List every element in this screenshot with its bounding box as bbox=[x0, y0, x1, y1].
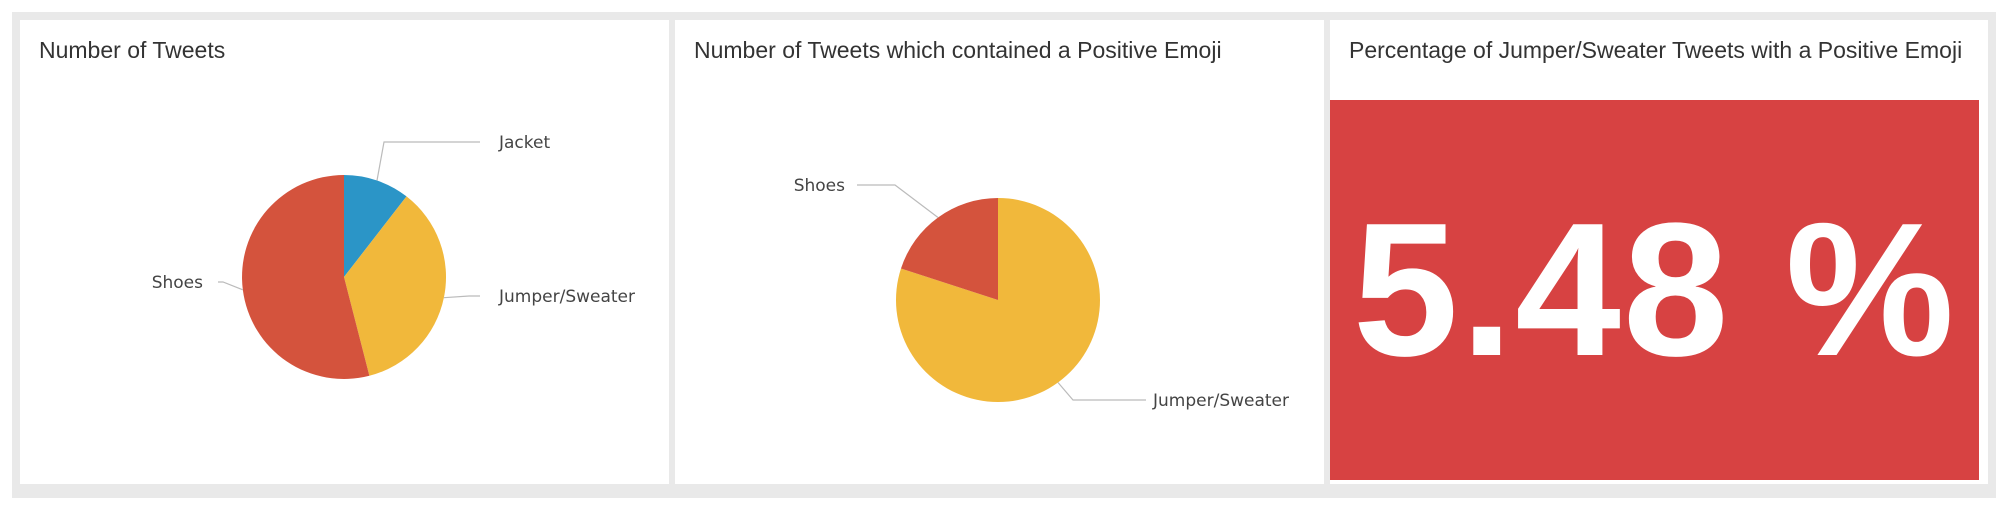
leader-line-jacket bbox=[376, 141, 480, 181]
pie-slice-jacket[interactable] bbox=[344, 174, 407, 277]
leader-line-jumper-sweater bbox=[1057, 382, 1146, 401]
slice-label-jumper-sweater: Jumper/Sweater bbox=[498, 287, 635, 307]
leader-line-shoes bbox=[857, 184, 939, 218]
slice-label-jumper-sweater: Jumper/Sweater bbox=[1152, 391, 1289, 411]
panel-positive-emoji-tweets: Number of Tweets which contained a Posit… bbox=[675, 20, 1324, 484]
panel-title: Number of Tweets bbox=[39, 37, 226, 63]
pie-chart-positive-emoji-tweets: Jumper/Sweater Shoes bbox=[794, 176, 1289, 411]
slice-label-jacket: Jacket bbox=[498, 133, 550, 153]
panel-title: Number of Tweets which contained a Posit… bbox=[694, 37, 1222, 63]
panel-jumper-percentage: Percentage of Jumper/Sweater Tweets with… bbox=[1330, 20, 1988, 484]
dashboard: Number of Tweets Jacket Jumper/Sweater Sho… bbox=[12, 12, 1996, 498]
leader-line-shoes bbox=[218, 281, 244, 291]
pie-slice-shoes[interactable] bbox=[242, 175, 370, 379]
pie-chart-number-of-tweets: Jacket Jumper/Sweater Shoes bbox=[152, 133, 635, 379]
kpi-value: 5.48 % bbox=[1352, 184, 1957, 396]
pie-slice-jumper-sweater[interactable] bbox=[344, 196, 447, 376]
panel-number-of-tweets: Number of Tweets Jacket Jumper/Sweater Sho… bbox=[20, 20, 669, 484]
leader-line-jumper-sweater bbox=[443, 295, 480, 299]
slice-label-shoes: Shoes bbox=[794, 176, 845, 196]
slice-label-shoes: Shoes bbox=[152, 273, 203, 293]
pie-slice-shoes[interactable] bbox=[900, 198, 998, 300]
panel-title: Percentage of Jumper/Sweater Tweets with… bbox=[1349, 37, 1963, 63]
pie-slice-jumper-sweater[interactable] bbox=[895, 198, 1100, 403]
kpi-tile: 5.48 % bbox=[1330, 100, 1979, 480]
